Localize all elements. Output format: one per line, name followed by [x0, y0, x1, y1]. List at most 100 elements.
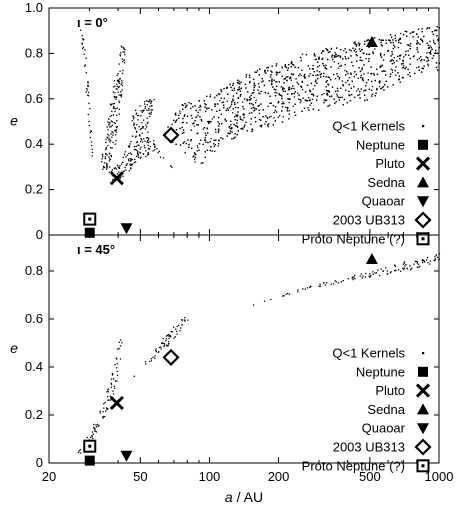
kernel-dot: [364, 94, 366, 96]
kernel-dot: [370, 66, 372, 68]
kernel-dot: [175, 143, 177, 145]
kernel-dot: [333, 61, 335, 63]
kernel-dot: [86, 89, 88, 91]
kernel-dot: [104, 416, 106, 418]
kernel-dot: [109, 122, 111, 124]
kernel-dot: [124, 151, 126, 153]
kernel-dot: [288, 293, 291, 295]
kernel-dot: [102, 416, 104, 418]
kernel-dot: [119, 78, 121, 80]
kernel-dot: [226, 135, 228, 137]
kernel-dot: [370, 72, 373, 75]
kernel-dot: [88, 125, 90, 127]
kernel-dot: [149, 105, 151, 108]
kernel-dot: [208, 122, 210, 125]
kernel-dot: [289, 88, 291, 90]
kernel-dot: [409, 63, 411, 65]
kernel-dot: [256, 69, 259, 72]
kernel-dot: [233, 137, 235, 139]
kernel-dot: [116, 164, 119, 166]
kernel-dot: [332, 58, 334, 61]
kernel-dot: [400, 42, 402, 44]
kernel-dot: [368, 53, 371, 55]
kernel-dot: [125, 164, 128, 166]
kernel-dot: [166, 344, 168, 346]
kernel-dot: [329, 95, 331, 98]
legend-label: Pluto: [375, 156, 405, 171]
kernel-dot: [111, 147, 113, 149]
kernel-dot: [253, 89, 255, 91]
kernel-dot: [191, 117, 193, 119]
panel-label: ι = 45°: [77, 242, 115, 257]
kernel-dot: [201, 120, 203, 122]
kernel-dot: [138, 114, 140, 116]
kernel-dot: [391, 53, 394, 55]
kernel-dot: [396, 60, 398, 62]
kernel-dot: [179, 127, 181, 130]
kernel-dot: [124, 53, 126, 56]
kernel-dot: [217, 103, 219, 105]
kernel-dot: [284, 90, 286, 92]
kernel-dot: [354, 43, 356, 45]
kernel-dot: [345, 51, 347, 54]
kernel-dot: [381, 87, 383, 89]
kernel-dot: [435, 66, 438, 68]
kernel-dot: [304, 76, 306, 78]
kernel-dot: [105, 162, 107, 165]
kernel-dot: [302, 97, 304, 99]
kernel-dot: [103, 407, 105, 409]
kernel-dot: [217, 121, 219, 123]
kernel-dot: [269, 102, 271, 104]
kernel-dot: [153, 140, 155, 142]
kernel-dot: [331, 86, 334, 88]
kernel-dot: [146, 136, 148, 139]
kernel-dot: [87, 82, 89, 84]
kernel-dot: [301, 69, 303, 71]
kernel-dot: [389, 40, 391, 42]
kernel-dot: [93, 428, 95, 430]
kernel-dot: [271, 83, 273, 86]
kernel-dot: [292, 74, 294, 76]
kernel-dot: [282, 101, 284, 103]
legend-marker: [417, 196, 429, 208]
kernel-dot: [398, 79, 400, 81]
kernel-dot: [101, 161, 103, 163]
kernel-dot: [359, 97, 361, 99]
kernel-dot: [200, 119, 202, 121]
kernel-dot: [380, 52, 382, 55]
kernel-dot: [354, 48, 356, 50]
kernel-dot: [82, 46, 84, 48]
kernel-dot: [109, 158, 111, 160]
kernel-dot: [389, 73, 392, 75]
kernel-dot: [110, 133, 112, 135]
kernel-dot: [326, 92, 328, 94]
kernel-dot: [399, 81, 401, 83]
kernel-dot: [91, 431, 94, 433]
kernel-dot: [139, 157, 141, 159]
kernel-dot: [281, 66, 283, 68]
kernel-dot: [107, 396, 109, 398]
kernel-dot: [150, 105, 153, 107]
kernel-dot: [223, 87, 225, 90]
kernel-dot: [292, 85, 294, 87]
kernel-dot: [417, 42, 419, 44]
kernel-dot: [380, 41, 382, 44]
kernel-dot: [412, 31, 414, 33]
kernel-dot: [264, 123, 266, 125]
kernel-dot: [125, 169, 127, 171]
kernel-dot: [370, 275, 372, 277]
kernel-dot: [300, 59, 302, 62]
kernel-dot: [292, 105, 294, 107]
kernel-dot: [106, 126, 108, 128]
kernel-dot: [433, 260, 435, 262]
kernel-dot: [135, 155, 138, 157]
kernel-dot: [218, 125, 220, 127]
kernel-dot: [184, 316, 186, 319]
kernel-dot: [248, 74, 251, 76]
kernel-dot: [111, 131, 113, 133]
kernel-dot: [283, 102, 285, 105]
kernel-dot: [423, 260, 426, 262]
kernel-dot: [430, 53, 432, 55]
kernel-dot: [327, 84, 330, 86]
